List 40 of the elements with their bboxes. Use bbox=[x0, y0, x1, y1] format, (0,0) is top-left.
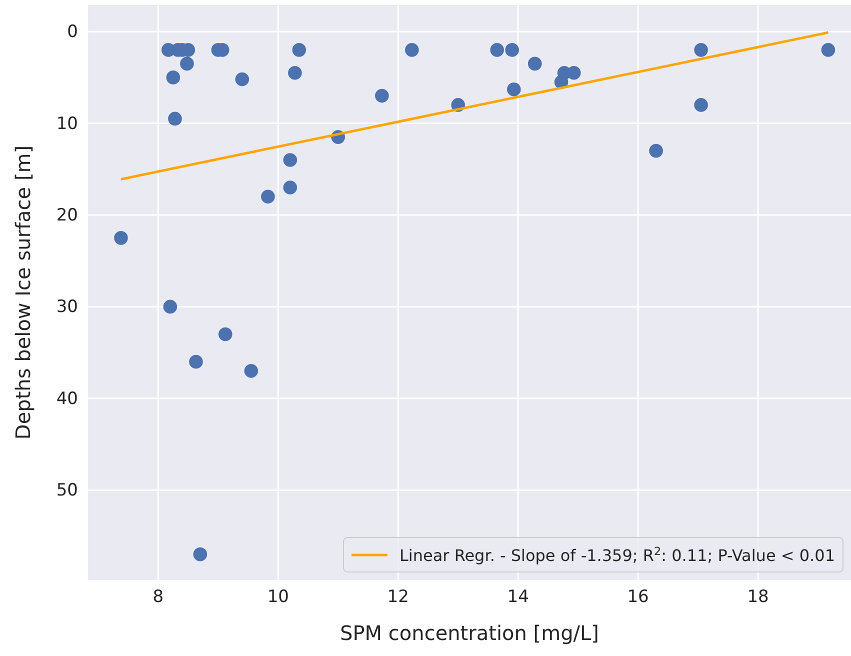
x-tick-label: 12 bbox=[387, 587, 409, 608]
y-tick-label: 50 bbox=[56, 480, 78, 501]
point bbox=[490, 43, 504, 57]
point bbox=[694, 98, 708, 112]
point bbox=[193, 547, 208, 562]
point bbox=[283, 180, 298, 194]
point bbox=[694, 43, 708, 57]
point bbox=[189, 354, 203, 369]
point bbox=[528, 56, 542, 71]
point bbox=[292, 43, 306, 57]
x-axis-title: SPM concentration [mg/L] bbox=[340, 621, 599, 645]
x-tick-label: 8 bbox=[152, 587, 164, 608]
x-tick-label: 16 bbox=[627, 587, 649, 608]
y-tick-label: 40 bbox=[56, 388, 78, 409]
point bbox=[821, 43, 836, 57]
point bbox=[168, 112, 182, 126]
legend-label: Linear Regr. - Slope of -1.359; R$^{2}$: 0.11; P-Value < 0.01 bbox=[400, 544, 835, 565]
point bbox=[649, 144, 663, 158]
point bbox=[405, 43, 419, 57]
y-tick-label: 20 bbox=[56, 205, 78, 226]
point bbox=[235, 72, 250, 86]
y-tick-label: 30 bbox=[56, 297, 78, 318]
x-tick-label: 10 bbox=[267, 587, 289, 608]
y-tick-label: 10 bbox=[56, 114, 78, 134]
point bbox=[506, 82, 521, 96]
point bbox=[163, 300, 178, 314]
point bbox=[375, 88, 389, 103]
point bbox=[505, 43, 519, 57]
point bbox=[283, 153, 298, 167]
point bbox=[166, 70, 180, 84]
x-tick-label: 18 bbox=[747, 587, 769, 608]
y-axis-title: Depths below Ice surface [m] bbox=[11, 145, 35, 440]
point bbox=[288, 66, 302, 80]
point bbox=[218, 327, 232, 342]
y-tick-label: 0 bbox=[67, 22, 78, 42]
point bbox=[114, 231, 128, 245]
point bbox=[244, 364, 258, 378]
point bbox=[180, 56, 194, 71]
x-tick-label: 14 bbox=[507, 587, 529, 608]
point bbox=[261, 190, 275, 204]
